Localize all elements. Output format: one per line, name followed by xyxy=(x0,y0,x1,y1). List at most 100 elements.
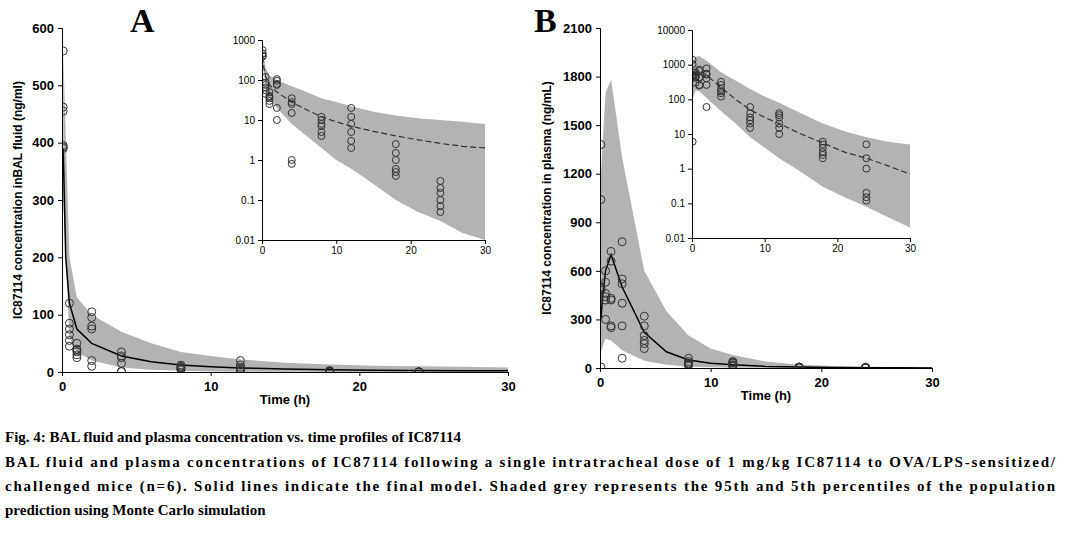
observation xyxy=(602,315,610,323)
tick-label: 30 xyxy=(480,245,492,256)
plot-area xyxy=(692,56,910,228)
tick-mark xyxy=(688,203,692,204)
tick-label: 200 xyxy=(32,250,54,265)
observation xyxy=(348,104,355,111)
observation xyxy=(863,165,870,172)
observation xyxy=(177,366,185,372)
tick-label: 100 xyxy=(668,94,685,105)
tick: 30 xyxy=(501,372,515,394)
observation xyxy=(602,267,610,275)
observation xyxy=(795,363,803,368)
tick: 2100 xyxy=(563,21,600,36)
observation xyxy=(326,368,334,372)
tick: 10 xyxy=(674,129,692,140)
tick: 300 xyxy=(32,193,62,208)
tick-label: 1000 xyxy=(233,35,256,46)
caption: Fig. 4: BAL fluid and plasma concentrati… xyxy=(5,429,1056,518)
observation xyxy=(703,75,710,82)
figure: 01020300100200300400500600ATime (h)IC871… xyxy=(0,0,1076,541)
observation xyxy=(729,362,737,368)
tick-mark xyxy=(596,319,600,320)
observation xyxy=(640,312,648,320)
tick: 1800 xyxy=(563,69,600,84)
tick-mark xyxy=(688,169,692,170)
observation xyxy=(348,137,355,144)
tick: 1000 xyxy=(663,59,692,70)
observation xyxy=(88,325,96,333)
tick-mark xyxy=(58,257,62,258)
observation xyxy=(348,144,355,151)
tick: 10 xyxy=(704,368,718,390)
tick-mark xyxy=(596,77,600,78)
tick-label: 1200 xyxy=(563,166,592,181)
tick-mark xyxy=(258,200,262,201)
tick-mark xyxy=(596,28,600,29)
axis-line xyxy=(63,373,509,377)
tick-label: 400 xyxy=(32,135,54,150)
tick: 300 xyxy=(570,312,600,327)
tick: 0 xyxy=(585,361,600,376)
tick: 30 xyxy=(925,368,939,390)
tick: 400 xyxy=(32,135,62,150)
axis-line xyxy=(596,29,601,369)
tick: 0 xyxy=(597,368,604,390)
tick: 200 xyxy=(32,250,62,265)
observation xyxy=(685,362,693,368)
observation xyxy=(88,362,96,370)
y-axis-title: IC87114 concentration inBAL fluid (ng/ml… xyxy=(11,81,25,319)
observation xyxy=(88,314,96,322)
tick: 0 xyxy=(59,372,66,394)
observation xyxy=(618,275,626,283)
tick-label: 10 xyxy=(674,129,686,140)
observation xyxy=(703,81,710,88)
axis: 0.010.11101001000 xyxy=(233,35,263,246)
observation xyxy=(392,172,399,179)
axis-line xyxy=(258,41,263,241)
observation xyxy=(747,124,754,131)
axis: 0100200300400500600 xyxy=(32,21,62,380)
tick-mark xyxy=(485,240,486,244)
model-line xyxy=(263,56,485,148)
observation xyxy=(415,368,423,372)
tick-mark xyxy=(258,160,262,161)
tick-label: 300 xyxy=(32,193,54,208)
tick: 600 xyxy=(570,264,600,279)
tick-mark xyxy=(688,99,692,100)
tick: 0 xyxy=(47,365,62,380)
panel-label: A xyxy=(130,2,155,39)
percentile-band xyxy=(63,51,508,372)
observation xyxy=(117,352,125,360)
tick-mark xyxy=(932,368,933,372)
observation xyxy=(640,340,648,348)
tick-label: 300 xyxy=(570,312,592,327)
tick-label: 500 xyxy=(32,78,54,93)
observation xyxy=(862,364,870,368)
tick: 100 xyxy=(238,75,262,86)
tick: 10 xyxy=(204,372,218,394)
tick-mark xyxy=(688,238,692,239)
y-axis-title: IC87114 concentration in plasma (ng/mL) xyxy=(540,81,554,314)
observation xyxy=(607,296,615,304)
tick-mark xyxy=(58,315,62,316)
observation xyxy=(437,209,444,216)
tick-label: 0 xyxy=(597,375,604,390)
observation xyxy=(326,367,334,372)
observation xyxy=(696,74,703,81)
tick-label: 900 xyxy=(570,215,592,230)
percentile-band xyxy=(693,56,910,228)
tick-label: 1 xyxy=(249,155,255,166)
tick: 100 xyxy=(32,307,62,322)
tick-label: 1000 xyxy=(663,59,686,70)
tick: 0 xyxy=(690,238,696,254)
tick-mark xyxy=(508,372,509,376)
observation xyxy=(696,67,703,74)
plot-area xyxy=(62,47,508,372)
tick: 0 xyxy=(260,240,266,256)
tick: 0.1 xyxy=(671,198,692,209)
tick-label: 30 xyxy=(925,375,939,390)
axis-line xyxy=(263,241,486,245)
observation xyxy=(348,120,355,127)
tick: 1 xyxy=(249,155,262,166)
tick-mark xyxy=(58,372,62,373)
observation xyxy=(415,368,423,372)
